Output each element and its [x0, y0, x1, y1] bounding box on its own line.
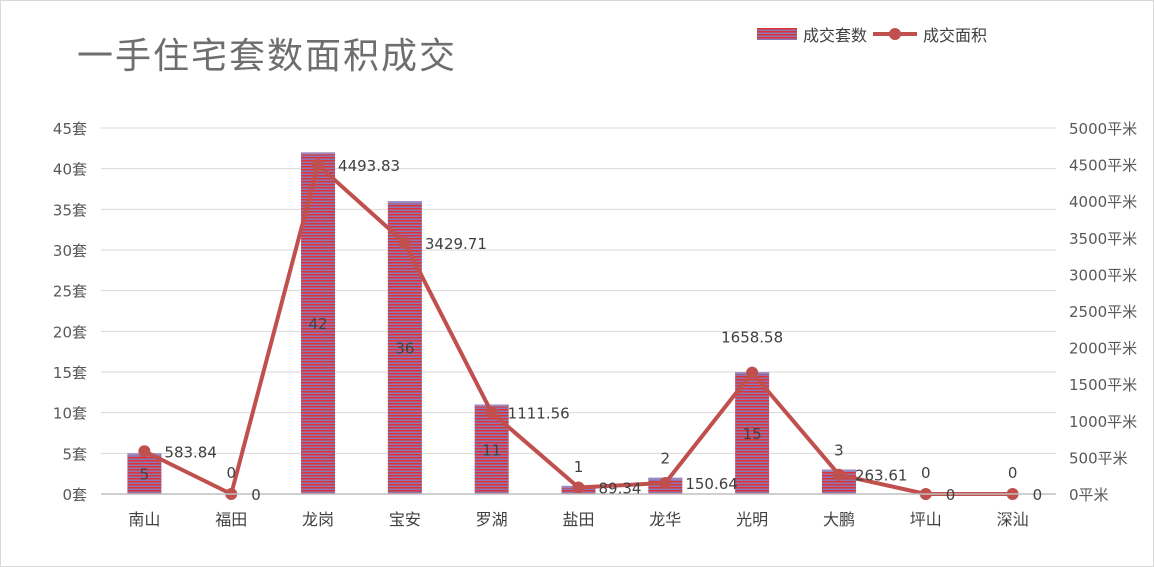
line-point — [138, 445, 151, 458]
line-point — [485, 406, 498, 419]
bar-top-edge — [387, 201, 422, 204]
bar-data-label: 0 — [921, 464, 931, 482]
right-axis-tick-label: 0平米 — [1069, 486, 1109, 504]
line-point — [572, 481, 585, 494]
line-point — [659, 476, 672, 489]
left-axis-tick-label: 30套 — [53, 242, 87, 260]
line-series — [138, 159, 1019, 500]
line-data-label: 4493.83 — [338, 157, 400, 175]
right-axis-tick-label: 500平米 — [1069, 449, 1128, 467]
left-axis-tick-label: 5套 — [62, 445, 87, 463]
bar-data-label: 0 — [1008, 464, 1018, 482]
line-point — [746, 366, 759, 379]
line-path — [143, 163, 1013, 496]
right-axis-tick-label: 5000平米 — [1069, 120, 1137, 138]
line-data-label: 0 — [946, 486, 956, 504]
bar-data-label: 15 — [743, 425, 762, 443]
axes: 0套5套10套15套20套25套30套35套40套45套0平米500平米1000… — [53, 120, 1137, 529]
bar — [387, 201, 422, 494]
bar — [474, 404, 509, 494]
legend-item-bar-series: 成交套数 — [757, 22, 867, 46]
right-axis-tick-label: 3000平米 — [1069, 266, 1137, 284]
bar-series — [127, 152, 856, 494]
left-axis-tick-label: 20套 — [53, 323, 87, 341]
left-axis-tick-label: 40套 — [53, 161, 87, 179]
right-axis-tick-label: 4000平米 — [1069, 193, 1137, 211]
x-axis-category-label: 坪山 — [910, 510, 942, 529]
line-data-label: 3429.71 — [425, 235, 487, 253]
line-data-label: 1111.56 — [508, 405, 570, 423]
right-axis-tick-label: 1500平米 — [1069, 376, 1137, 394]
line-data-label: 1658.58 — [721, 329, 783, 347]
left-axis-tick-label: 35套 — [53, 201, 87, 219]
x-axis-category-label: 大鹏 — [823, 510, 855, 529]
x-axis-category-label: 南山 — [128, 510, 160, 529]
line-point — [398, 236, 411, 249]
left-axis-tick-label: 25套 — [53, 283, 87, 301]
bar — [735, 372, 770, 494]
right-axis-tick-label: 3500平米 — [1069, 230, 1137, 248]
bar-top-edge — [474, 404, 509, 407]
left-axis-tick-label: 10套 — [53, 405, 87, 423]
bar-data-label: 1 — [574, 458, 584, 476]
right-axis-tick-label: 2000平米 — [1069, 340, 1137, 358]
x-axis-category-label: 罗湖 — [476, 510, 508, 529]
legend-bar-swatch — [757, 28, 797, 40]
gridlines — [101, 127, 1056, 454]
legend-label-bar-series: 成交套数 — [803, 26, 868, 45]
x-axis-category-label: 龙岗 — [302, 510, 334, 529]
line-data-label: 0 — [251, 486, 261, 504]
bar-data-label: 42 — [308, 315, 327, 333]
bar-data-label: 0 — [226, 464, 236, 482]
left-axis-tick-label: 15套 — [53, 364, 87, 382]
bar-data-label: 3 — [834, 442, 844, 460]
legend-line-swatch — [873, 28, 918, 40]
line-data-label: 89.34 — [599, 479, 642, 497]
line-data-label: 263.61 — [855, 467, 908, 485]
bar-data-label: 2 — [661, 450, 671, 468]
right-axis-tick-label: 2500平米 — [1069, 303, 1137, 321]
bar-data-label: 36 — [395, 340, 414, 358]
legend-item-line-series: 成交面积 — [873, 22, 987, 46]
line-data-label: 150.64 — [685, 475, 738, 493]
x-axis-category-label: 福田 — [215, 510, 247, 529]
bar-data-label: 5 — [140, 466, 150, 484]
chart-title: 一手住宅套数面积成交 — [77, 36, 458, 77]
x-axis-category-label: 深汕 — [997, 510, 1029, 529]
x-axis-category-label: 盐田 — [562, 510, 594, 529]
right-axis-tick-label: 4500平米 — [1069, 157, 1137, 175]
line-data-label: 0 — [1033, 486, 1043, 504]
line-point — [312, 159, 325, 172]
x-axis-category-label: 龙华 — [649, 510, 681, 529]
bar — [127, 453, 162, 494]
bar-data-label: 11 — [482, 441, 501, 459]
x-axis-category-label: 宝安 — [389, 510, 421, 529]
bar-top-edge — [301, 152, 336, 155]
left-axis-tick-label: 0套 — [62, 486, 87, 504]
x-axis-category-label: 光明 — [736, 510, 768, 529]
line-point — [832, 468, 845, 481]
legend-label-line-series: 成交面积 — [923, 26, 988, 45]
line-data-label: 583.84 — [164, 443, 217, 461]
legend: 成交套数 成交面积 — [757, 23, 993, 45]
right-axis-tick-label: 1000平米 — [1069, 413, 1137, 431]
left-axis-tick-label: 45套 — [53, 120, 87, 138]
